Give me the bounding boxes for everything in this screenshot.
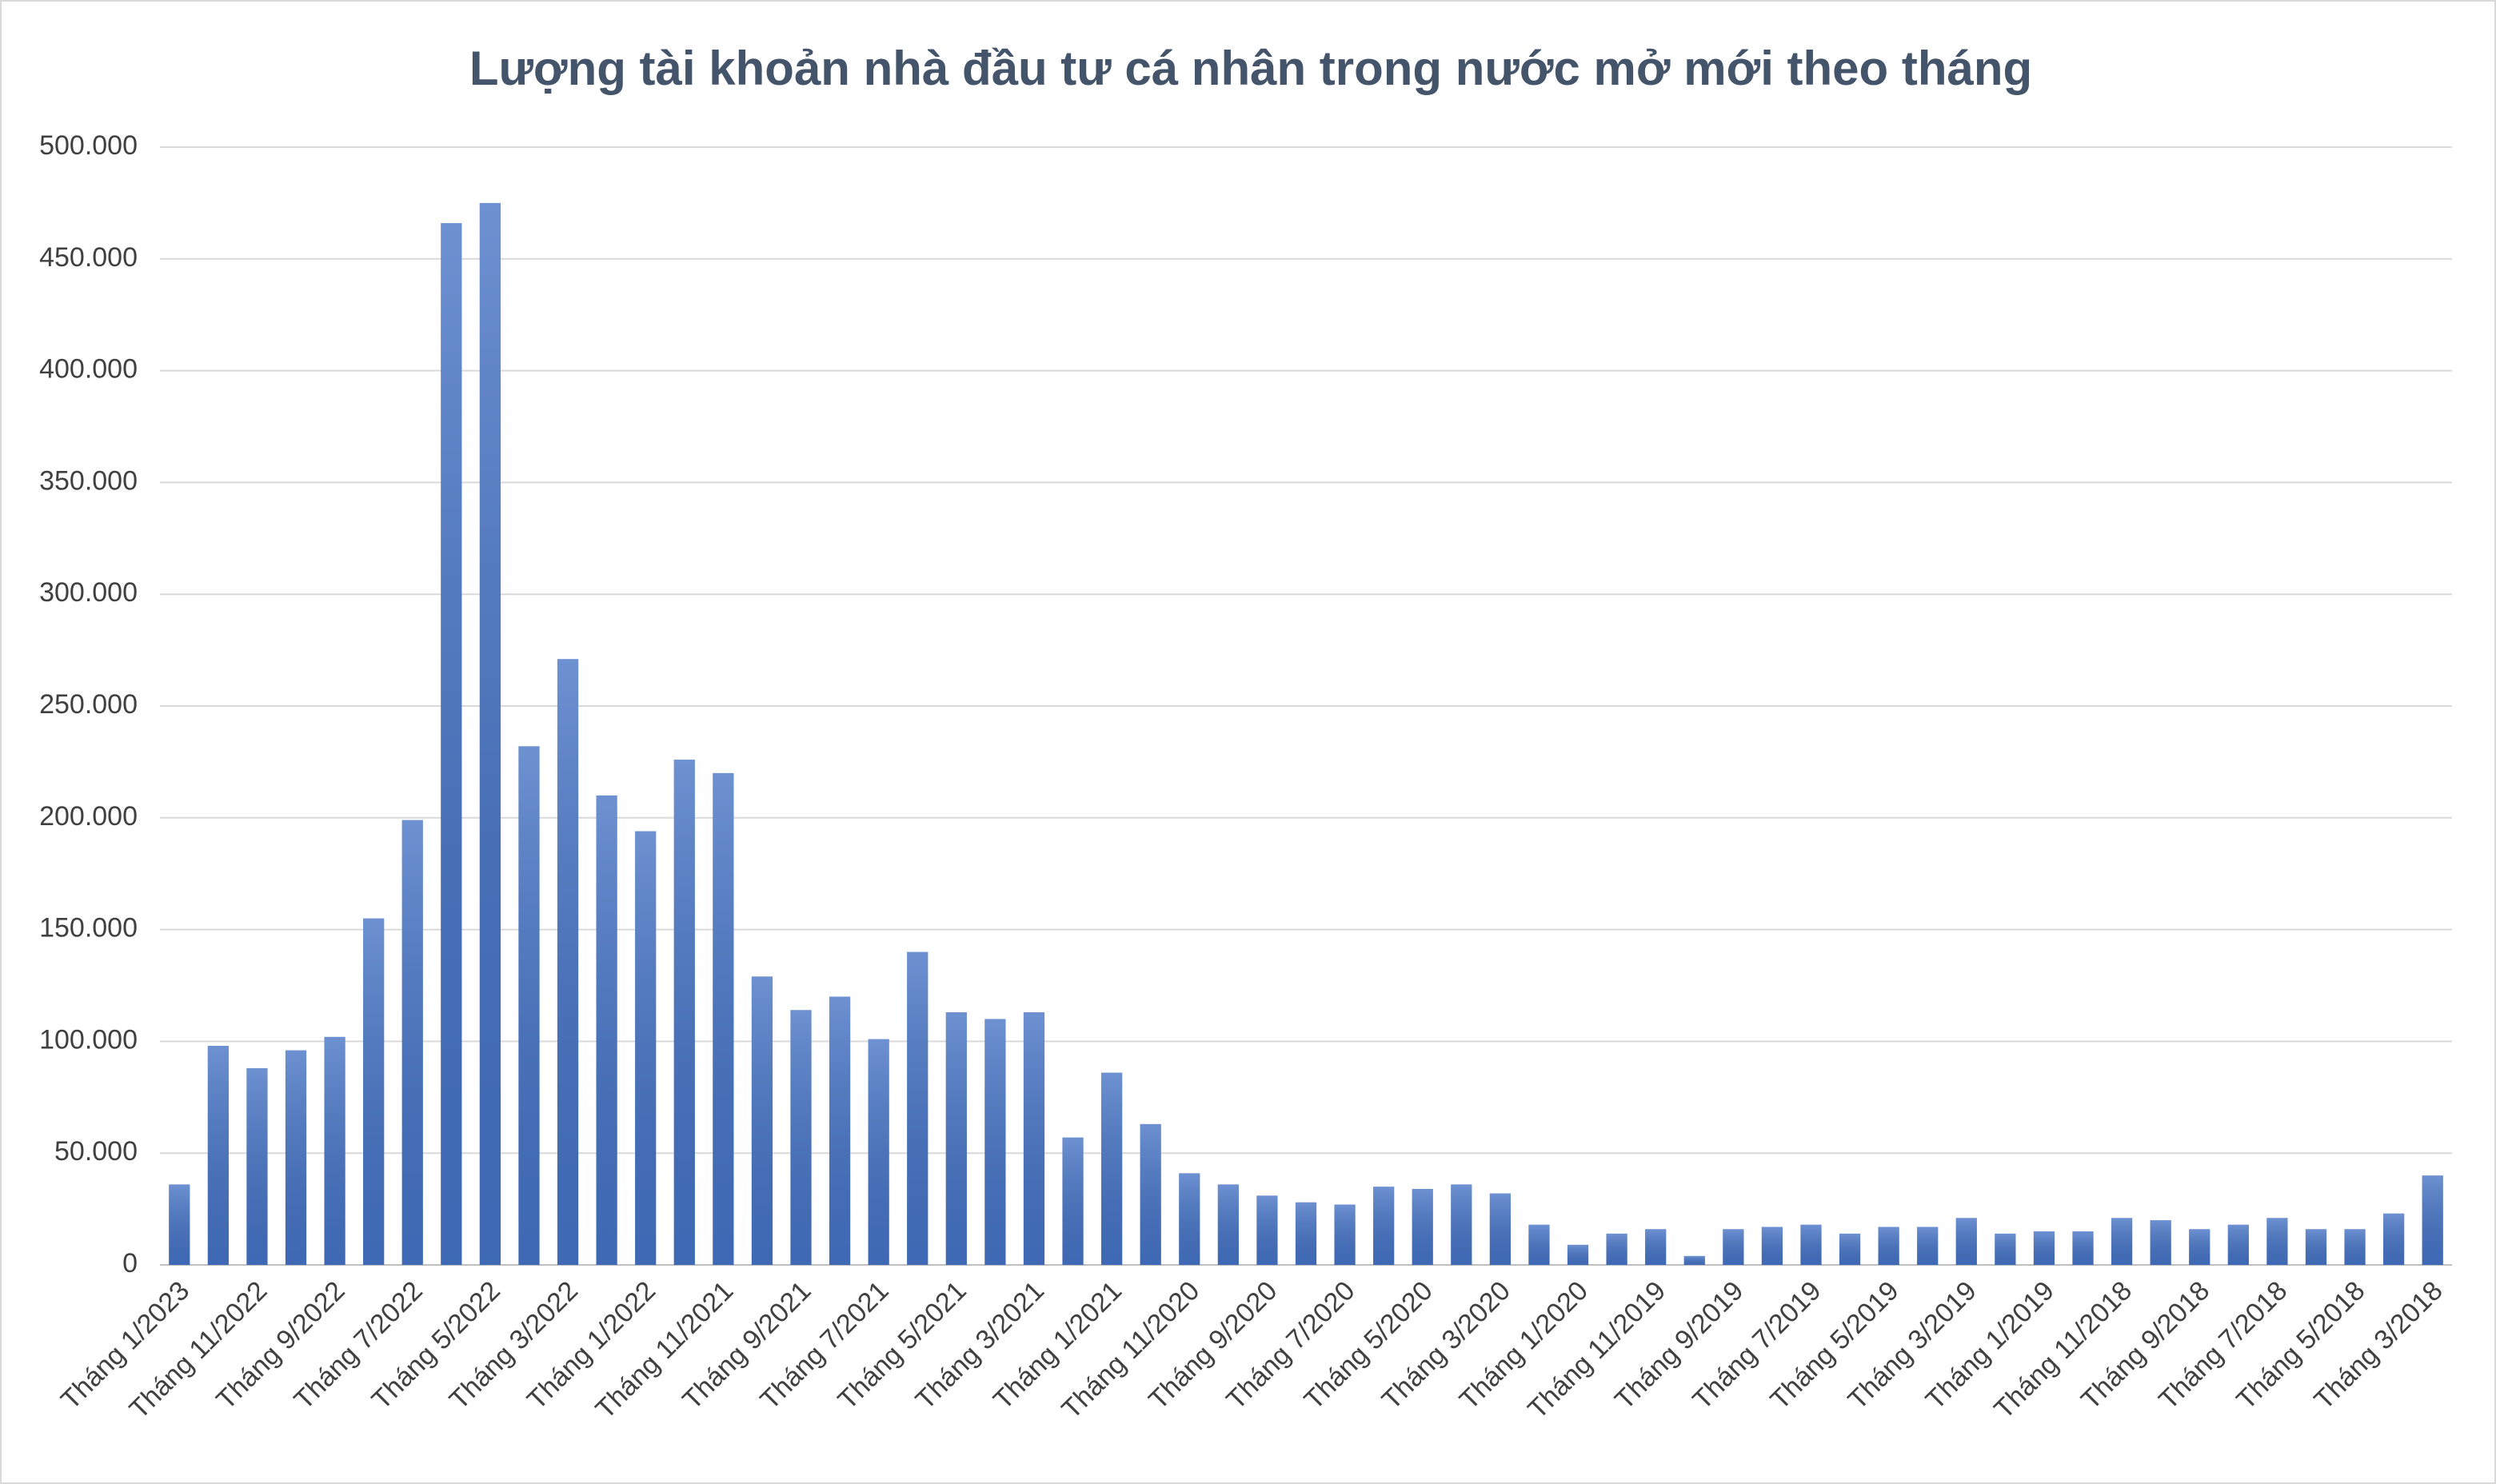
y-tick-label: 350.000 [39,465,138,496]
bar-shade [324,1036,345,1265]
bar-shade [1800,1224,1822,1265]
bar-shade [1412,1188,1433,1265]
y-tick-label: 300.000 [39,577,138,608]
bar-shade [1489,1193,1511,1265]
bar-shade [1645,1229,1667,1265]
bar-shade [1217,1184,1239,1265]
y-tick-label: 400.000 [39,354,138,385]
bar-shade [868,1039,889,1265]
bar-shade [1140,1123,1161,1265]
bar-shade [2189,1229,2210,1265]
bar-shade [751,976,773,1265]
y-tick-label: 200.000 [39,801,138,832]
bar-shade [2266,1218,2288,1265]
bar-shade [1023,1012,1045,1265]
y-tick-label: 500.000 [39,130,138,161]
bar-shade [673,760,695,1265]
y-tick-label: 0 [122,1248,138,1279]
bar-shade [907,951,929,1265]
bar-shade [1995,1233,2016,1265]
bar-shade [557,659,579,1265]
bar-shade [790,1010,812,1265]
bar-shade [1606,1233,1627,1265]
chart-title: Lượng tài khoản nhà đầu tư cá nhân trong… [469,42,2032,95]
bar-shade [2150,1220,2171,1265]
x-tick-label: Tháng 11/2020 [1056,1275,1205,1425]
y-tick-label: 150.000 [39,913,138,943]
bar-shade [246,1067,268,1265]
y-tick-label: 250.000 [39,689,138,720]
bar-shade [1256,1195,1278,1265]
bar-shade [1839,1233,1861,1265]
x-tick-label: Tháng 11/2018 [1988,1275,2138,1425]
bar-shade [479,202,501,1265]
x-tick-label: Tháng 11/2021 [590,1275,740,1425]
bar-shade [1761,1227,1783,1265]
bar-shade [441,223,462,1266]
bar-shade [285,1050,307,1265]
bar-shade [1683,1255,1705,1265]
bar-shade [1295,1202,1317,1265]
y-tick-label: 50.000 [54,1136,138,1167]
bar-shade [1955,1218,1977,1265]
bar-shade [1528,1224,1550,1265]
bar-shade [1179,1173,1200,1265]
bar-shade [363,918,385,1265]
bar-shade [596,795,617,1265]
bar-shade [2305,1229,2327,1265]
bar-shade [1101,1072,1123,1265]
bar-shade [1373,1187,1395,1265]
bar-shade [518,746,540,1265]
bar-shade [984,1019,1006,1265]
bar-shade [1062,1137,1084,1265]
bar-shade [1334,1204,1356,1265]
bar-shade [829,996,851,1265]
bar-shade [635,831,657,1265]
bar-shade [1878,1227,1899,1265]
bar-shade [1567,1244,1589,1265]
bar-shade [1917,1227,1939,1265]
bar-shade [2344,1229,2366,1265]
bar-shade [1451,1184,1472,1265]
bar-shade [2383,1213,2405,1265]
bar-shade [1723,1229,1744,1265]
bar-shade [2033,1231,2055,1265]
bar-shade [207,1045,229,1265]
bar-shade [2111,1218,2133,1265]
bar-shade [169,1184,190,1265]
bar-shade [2072,1231,2094,1265]
bar-shade [713,772,734,1265]
bar-shade [2227,1224,2249,1265]
y-tick-label: 100.000 [39,1024,138,1055]
bar-shade [2422,1175,2443,1265]
bar-shade [401,820,423,1265]
y-tick-label: 450.000 [39,242,138,273]
x-tick-label: Tháng 11/2019 [1522,1275,1671,1425]
x-tick-label: Tháng 11/2022 [124,1275,274,1425]
bar-shade [945,1012,967,1265]
